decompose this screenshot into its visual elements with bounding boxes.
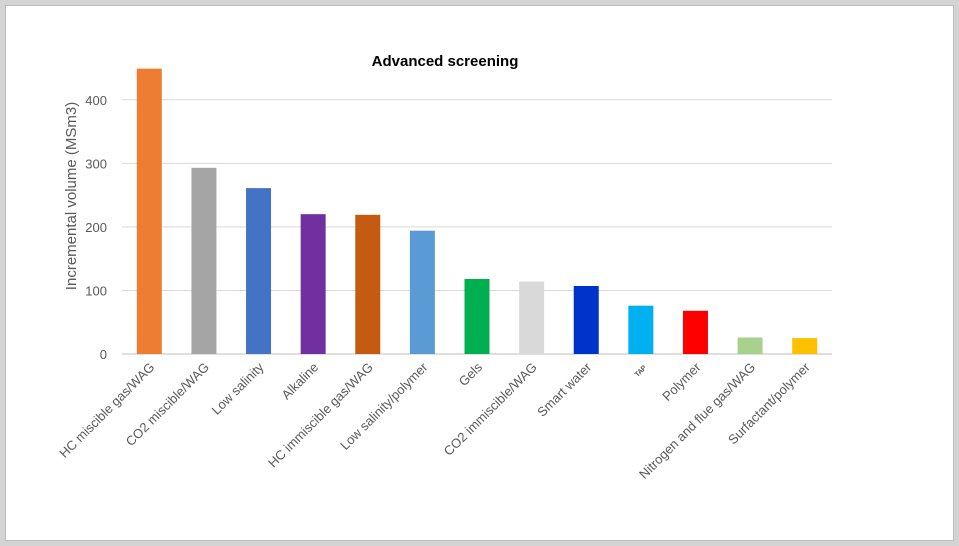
bar <box>246 188 272 354</box>
x-tick-label: Gels <box>456 359 486 389</box>
y-tick-label: 400 <box>85 93 107 108</box>
bar <box>191 167 217 354</box>
x-tick-label: TAP <box>634 364 648 378</box>
y-tick-label: 100 <box>85 283 107 298</box>
bar <box>355 214 381 354</box>
x-tick-label: HC immiscible gas/WAG <box>265 360 376 471</box>
bar <box>136 68 162 354</box>
y-tick-label: 200 <box>85 220 107 235</box>
x-tick-label: Low salinity <box>209 359 267 417</box>
bar <box>792 338 818 354</box>
bar <box>464 279 490 354</box>
bar <box>409 230 435 354</box>
chart-frame: 0 100 200 300 400 HC miscible gas/WAG CO2 mis… <box>5 5 954 541</box>
y-tick-labels: 0 100 200 300 400 <box>85 93 107 362</box>
x-tick-label: Alkaline <box>278 360 321 403</box>
y-axis-label: Incremental volume (MSm3) <box>63 102 80 290</box>
bar <box>519 281 545 354</box>
bar <box>737 337 763 354</box>
gridlines <box>122 99 832 355</box>
x-tick-label: Smart water <box>534 359 595 420</box>
bar <box>300 214 326 354</box>
y-tick-label: 0 <box>100 347 107 362</box>
bar <box>628 305 654 354</box>
x-tick-label: CO2 immiscible/WAG <box>441 360 540 459</box>
y-tick-label: 300 <box>85 156 107 171</box>
bars <box>136 68 818 354</box>
x-tick-label: Polymer <box>659 359 704 404</box>
bar <box>573 285 599 354</box>
x-tick-label: HC miscible gas/WAG <box>56 360 157 461</box>
bar <box>682 310 708 354</box>
chart-title: Advanced screening <box>372 53 519 70</box>
